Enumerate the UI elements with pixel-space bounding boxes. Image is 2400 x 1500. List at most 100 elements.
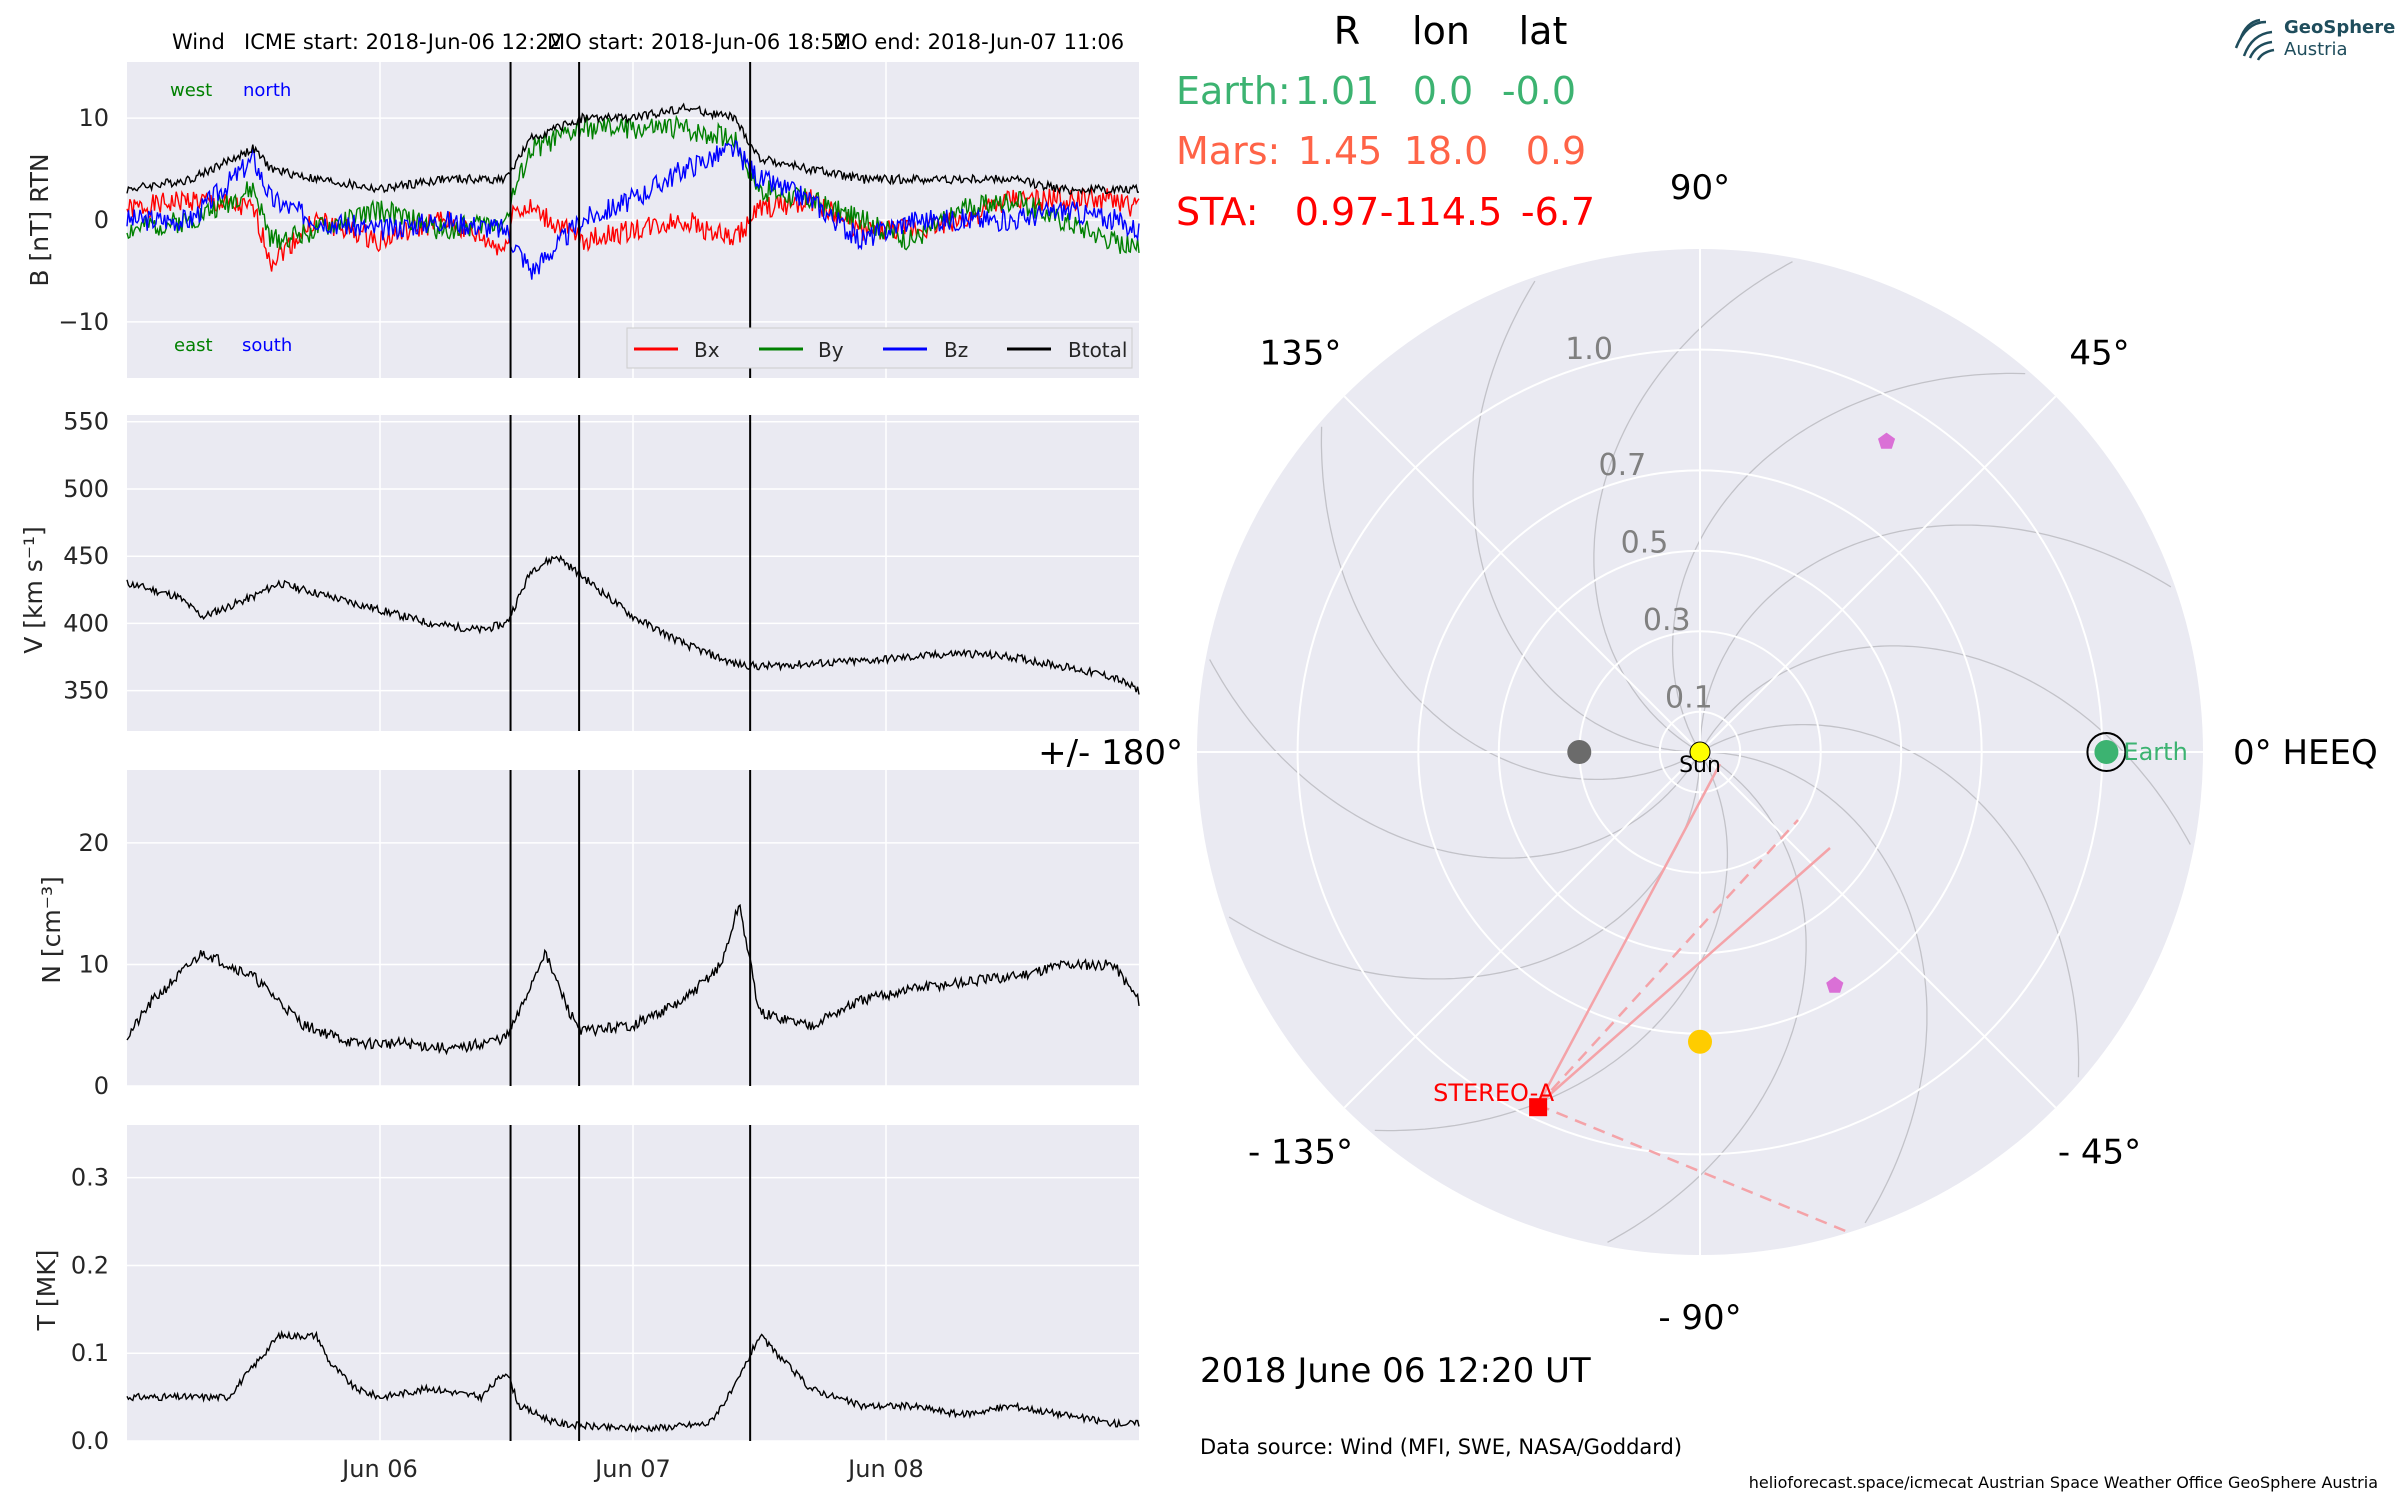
y-tick-label: 10 bbox=[78, 104, 109, 132]
logo-text-line2: Austria bbox=[2284, 39, 2348, 60]
y-tick-label: −10 bbox=[58, 308, 109, 336]
footer-text: helioforecast.space/icmecat Austrian Spa… bbox=[1749, 1473, 2378, 1492]
polar-r-tick-label: 0.3 bbox=[1643, 603, 1691, 638]
row-lon: 18.0 bbox=[1404, 129, 1489, 173]
panel-magnetic-field: 100−10 B [nT] RTN west north east south … bbox=[25, 30, 1140, 378]
row-r: 0.97 bbox=[1295, 190, 1380, 234]
polar-grid-radial bbox=[1343, 751, 1701, 1109]
spiral-line bbox=[1209, 659, 1697, 859]
annotation-north: north bbox=[243, 80, 291, 101]
y-axis-label-v: V [km s⁻¹] bbox=[19, 526, 48, 654]
y-tick-label: 0.3 bbox=[71, 1164, 109, 1192]
row-lat: -6.7 bbox=[1521, 190, 1595, 234]
table-header-lon: lon bbox=[1412, 9, 1470, 53]
spiral-line bbox=[1703, 645, 2191, 845]
table-row-sta: STA: 0.97 -114.5 -6.7 bbox=[1176, 190, 1595, 234]
polar-r-tick-label: 0.7 bbox=[1598, 448, 1646, 483]
earth-marker bbox=[2094, 740, 2119, 764]
polar-grid-radial bbox=[1343, 395, 1701, 753]
sun-marker bbox=[1689, 741, 1711, 763]
logo-icon bbox=[2234, 18, 2275, 61]
row-lon: 0.0 bbox=[1413, 69, 1473, 113]
planet-marker-yellow bbox=[1688, 1029, 1712, 1054]
legend-label-btotal: Btotal bbox=[1068, 338, 1127, 362]
title-mo-start: MO start: 2018-Jun-06 18:52 bbox=[547, 30, 847, 54]
y-tick-label: 0.2 bbox=[71, 1251, 109, 1279]
polar-grid-radial bbox=[1699, 751, 2057, 1109]
sta-line-2 bbox=[1537, 847, 1831, 1106]
spiral-line bbox=[1671, 372, 2026, 746]
series-line-by bbox=[126, 114, 1140, 254]
y-tick-label: 0 bbox=[94, 206, 109, 234]
row-name: Mars: bbox=[1176, 129, 1280, 173]
row-name: STA: bbox=[1176, 190, 1259, 234]
probe-marker bbox=[1878, 432, 1896, 449]
row-name: Earth: bbox=[1176, 69, 1291, 113]
row-r: 1.01 bbox=[1295, 69, 1380, 113]
legend: Bx By Bz Btotal bbox=[626, 327, 1133, 369]
series-line-v bbox=[126, 554, 1140, 695]
y-tick-label: 0 bbox=[94, 1072, 109, 1100]
x-tick-label: Jun 08 bbox=[846, 1455, 924, 1483]
y-tick-label: 350 bbox=[63, 677, 109, 705]
table-row-mars: Mars: 1.45 18.0 0.9 bbox=[1176, 129, 1586, 173]
polar-plot: 0.1 0.3 0.5 0.7 1.0 0° HEEQ 45° 90° 135° +/- 180… bbox=[1038, 168, 2378, 1338]
sta-line-1 bbox=[1536, 763, 1722, 1106]
polar-angle-label: 0° HEEQ bbox=[2233, 733, 2378, 773]
table-row-earth: Earth: 1.01 0.0 -0.0 bbox=[1176, 69, 1576, 113]
y-tick-label: 10 bbox=[78, 950, 109, 978]
date-text: 2018 June 06 12:20 UT bbox=[1200, 1351, 1591, 1391]
y-tick-label: 550 bbox=[63, 408, 109, 436]
panel-temperature: 0.3 0.2 0.1 0.0 T [MK] Jun 06 Jun 07 Jun 08 bbox=[32, 1125, 1140, 1483]
spiral-line bbox=[1706, 723, 2080, 1078]
sta-view-lines bbox=[1536, 763, 1849, 1234]
x-tick-label: Jun 07 bbox=[593, 1455, 671, 1483]
title-mo-end: MO end: 2018-Jun-07 11:06 bbox=[833, 30, 1124, 54]
polar-angle-label: 90° bbox=[1670, 168, 1730, 208]
geosphere-logo: GeoSphere Austria bbox=[2234, 17, 2395, 61]
polar-grid-radial bbox=[1699, 395, 2057, 753]
series-line-t bbox=[126, 1329, 1140, 1433]
timeseries-title: Wind ICME start: 2018-Jun-06 12:22 MO st… bbox=[172, 30, 1124, 54]
annotation-east: east bbox=[174, 335, 213, 356]
spiral-line bbox=[1472, 280, 1693, 753]
x-tick-label: Jun 06 bbox=[340, 1455, 418, 1483]
y-axis-label-b: B [nT] RTN bbox=[25, 153, 54, 286]
y-tick-label: 0.1 bbox=[71, 1339, 109, 1367]
y-tick-label: 20 bbox=[78, 829, 109, 857]
earth-ring bbox=[2086, 732, 2127, 772]
annotation-south: south bbox=[242, 335, 292, 356]
series-line-n bbox=[126, 903, 1140, 1056]
logo-text-line1: GeoSphere bbox=[2284, 17, 2395, 38]
y-tick-label: 400 bbox=[63, 609, 109, 637]
legend-label-bx: Bx bbox=[694, 338, 720, 362]
polar-angle-label: - 45° bbox=[2058, 1133, 2141, 1173]
planet-marker-gray bbox=[1567, 740, 1592, 764]
polar-angle-label: 45° bbox=[2069, 333, 2129, 373]
y-axis-label-t: T [MK] bbox=[32, 1250, 61, 1332]
spiral-line bbox=[1320, 426, 1694, 781]
panel-speed: 550 500 450 400 350 V [km s⁻¹] bbox=[19, 408, 1140, 731]
spiral-line bbox=[1699, 524, 2172, 745]
row-lon: -114.5 bbox=[1380, 190, 1503, 234]
earth-label: Earth bbox=[2123, 738, 2187, 766]
spiral-line bbox=[1374, 758, 1729, 1132]
row-lat: 0.9 bbox=[1526, 129, 1586, 173]
table-header-lat: lat bbox=[1519, 9, 1568, 53]
sun-label: Sun bbox=[1679, 753, 1721, 778]
y-tick-label: 0.0 bbox=[71, 1427, 109, 1455]
row-lat: -0.0 bbox=[1502, 69, 1576, 113]
spiral-line bbox=[1607, 755, 1807, 1243]
polar-angle-label: 135° bbox=[1260, 333, 1342, 373]
y-tick-label: 500 bbox=[63, 475, 109, 503]
stereo-a-label: STEREO-A bbox=[1433, 1079, 1555, 1107]
table-header-r: R bbox=[1334, 9, 1360, 53]
legend-label-bz: Bz bbox=[944, 338, 968, 362]
row-r: 1.45 bbox=[1298, 129, 1383, 173]
series-line-bz bbox=[126, 139, 1140, 280]
polar-angle-label: +/- 180° bbox=[1038, 733, 1183, 773]
spiral-line bbox=[1593, 261, 1793, 749]
positions-table: R lon lat Earth: 1.01 0.0 -0.0 Mars: 1.4… bbox=[1176, 9, 1595, 234]
stereo-a-marker bbox=[1529, 1098, 1548, 1117]
